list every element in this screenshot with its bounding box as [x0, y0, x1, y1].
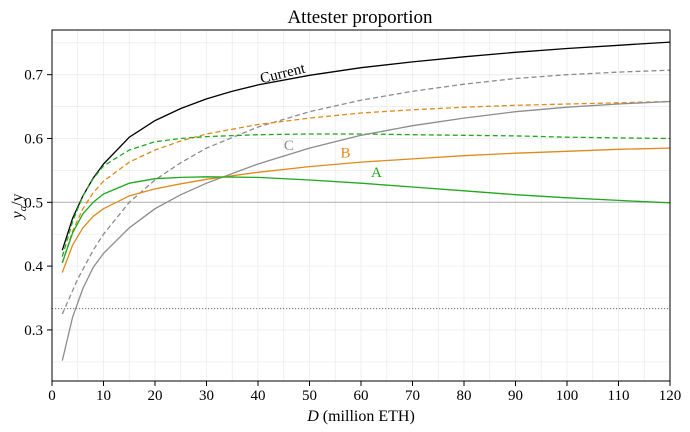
y-axis-label: ya/y: [9, 193, 29, 220]
axis-ticks: 0 10 20 30 40 50 60 70 80 90 100 110 120 0.3 0.4 0.5 0.6…: [24, 68, 681, 404]
y-tick-label: 0.6: [24, 131, 43, 147]
series-line-a: [61, 176, 671, 264]
y-tick-label: 0.7: [24, 68, 43, 84]
x-tick-label: 120: [659, 388, 682, 404]
series-line-b: [61, 147, 671, 273]
reference-lines: [52, 201, 670, 310]
series-label-b: B: [341, 146, 351, 162]
x-tick-label: 70: [405, 388, 420, 404]
x-tick-label: 110: [608, 388, 630, 404]
series-line-dashed-8c8c8c: [61, 69, 671, 315]
x-tick-label: 20: [148, 388, 163, 404]
y-tick-label: 0.5: [24, 195, 43, 211]
series-line-dashed-e08a1a: [61, 100, 671, 264]
x-tick-label: 40: [251, 388, 266, 404]
series-line-c: [61, 100, 671, 361]
series-label-current: Current: [259, 60, 308, 87]
y-axis-label-main: y: [9, 211, 26, 221]
x-tick-label: 90: [508, 388, 523, 404]
series-lines: [61, 41, 671, 361]
series-label-c: C: [284, 138, 294, 154]
y-tick-label: 0.3: [24, 323, 43, 339]
x-tick-label: 60: [354, 388, 369, 404]
series-line-current: [61, 41, 671, 251]
series-line-dashed-1ea81e: [61, 133, 671, 257]
x-tick-label: 50: [302, 388, 317, 404]
x-tick-label: 100: [556, 388, 579, 404]
x-tick-label: 0: [48, 388, 56, 404]
grid: [51, 30, 671, 381]
x-axis-label-rest: (million ETH): [319, 408, 415, 425]
chart-title: Attester proportion: [287, 7, 433, 28]
y-axis-label-rest: /y: [9, 193, 26, 205]
x-tick-label: 30: [199, 388, 214, 404]
series-label-a: A: [371, 165, 382, 181]
x-axis-label: D (million ETH): [306, 408, 415, 425]
y-tick-label: 0.4: [24, 259, 43, 275]
x-tick-label: 80: [457, 388, 472, 404]
y-axis-label-sub: a: [17, 205, 29, 211]
x-tick-label: 10: [96, 388, 111, 404]
x-axis-label-var: D: [306, 408, 319, 425]
series-labels: Current C B A: [259, 60, 382, 180]
